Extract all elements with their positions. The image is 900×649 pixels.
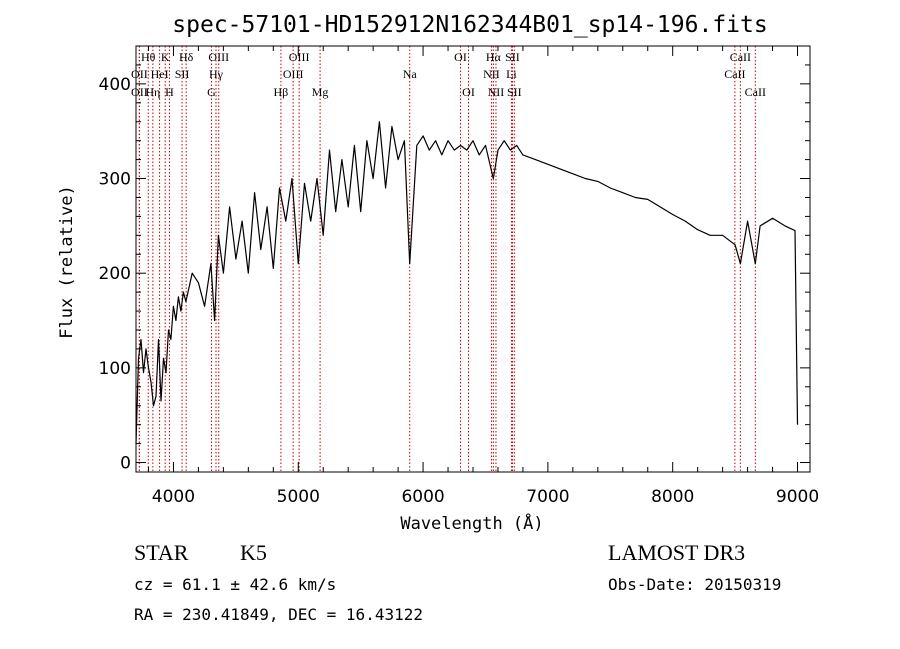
y-tick-label-3: 300 <box>99 170 131 190</box>
x-tick-label-5: 9000 <box>776 487 819 507</box>
line-label-18: OI <box>462 85 475 99</box>
line-label-21: NII <box>483 67 500 81</box>
survey-name: LAMOST DR3 <box>608 540 745 565</box>
y-axis-label: Flux (relative) <box>57 185 77 339</box>
line-label-8: Hδ <box>179 50 194 64</box>
object-subclass: K5 <box>240 540 267 565</box>
line-label-15: Mg <box>312 85 329 99</box>
line-label-9: OIII <box>208 50 229 64</box>
line-label-4: K <box>161 50 170 64</box>
y-tick-label-0: 0 <box>120 454 131 474</box>
line-label-13: OIII <box>289 50 310 64</box>
y-tick-label-2: 200 <box>99 264 131 284</box>
line-label-23: NII <box>488 85 505 99</box>
line-label-11: G <box>207 85 216 99</box>
line-label-5: HeI <box>151 67 169 81</box>
line-label-10: Hγ <box>209 67 224 81</box>
ra-dec: RA = 230.41849, DEC = 16.43122 <box>134 605 423 624</box>
spectrum-series-0 <box>135 121 799 444</box>
spectral-line-markers <box>138 46 756 472</box>
line-label-19: Hα <box>486 50 502 64</box>
spectrum-trace <box>135 121 799 444</box>
line-label-12: Hβ <box>274 85 289 99</box>
line-label-0: Hθ <box>141 50 156 64</box>
plot-frame <box>135 45 811 473</box>
chart-title: spec-57101-HD152912N162344B01_sp14-196.f… <box>172 12 767 38</box>
line-label-22: Li <box>506 67 517 81</box>
x-tick-label-0: 4000 <box>152 487 195 507</box>
redshift-cz: cz = 61.1 ± 42.6 km/s <box>134 575 336 594</box>
line-label-25: CaII <box>730 50 751 64</box>
x-tick-label-1: 5000 <box>277 487 320 507</box>
line-label-6: H <box>165 85 174 99</box>
line-label-26: CaII <box>724 67 745 81</box>
axis-ticks: 4000 5000 6000 7000 8000 9000 0 100 200 300 400 <box>99 46 819 507</box>
line-label-20: SII <box>505 50 520 64</box>
line-label-27: CaII <box>745 85 766 99</box>
object-class: STAR <box>134 540 189 565</box>
line-label-17: OI <box>454 50 467 64</box>
x-tick-label-4: 8000 <box>651 487 694 507</box>
line-label-7: SII <box>175 67 190 81</box>
line-label-16: Na <box>403 67 418 81</box>
y-tick-label-4: 400 <box>99 75 131 95</box>
line-label-3: Hη <box>145 85 160 99</box>
line-label-2: OII <box>131 85 148 99</box>
line-label-14: OIII <box>283 67 304 81</box>
x-tick-label-2: 6000 <box>401 487 444 507</box>
y-tick-label-1: 100 <box>99 359 131 379</box>
observation-date: Obs-Date: 20150319 <box>608 575 781 594</box>
line-label-1: OII <box>131 67 148 81</box>
x-axis-label: Wavelength (Å) <box>400 512 543 534</box>
line-label-24: SII <box>507 85 522 99</box>
x-tick-label-3: 7000 <box>526 487 569 507</box>
